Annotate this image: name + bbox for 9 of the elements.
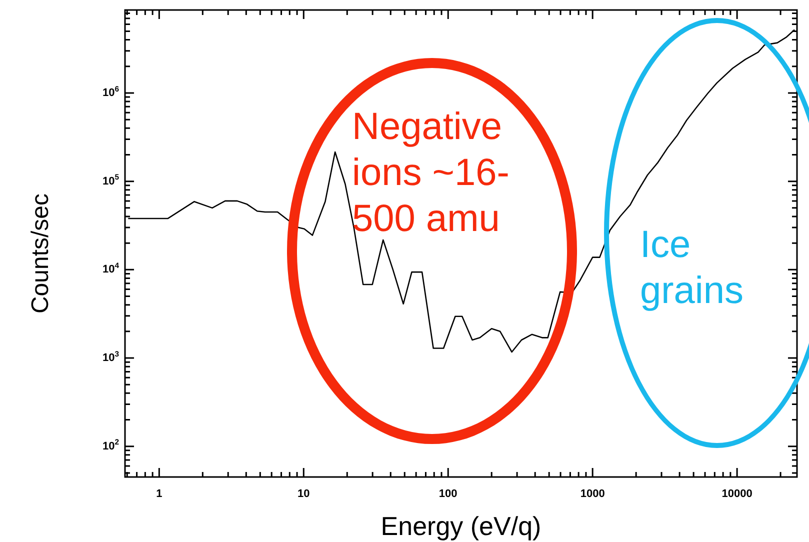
x-tick-label: 1 — [156, 488, 162, 500]
x-tick-label: 10000 — [722, 488, 752, 500]
x-tick-label: 1000 — [580, 488, 605, 500]
y-axis-title: Counts/sec — [27, 193, 54, 314]
annotation: Ice grains — [640, 223, 744, 314]
x-tick-label: 100 — [438, 488, 458, 500]
x-tick-label: 10 — [298, 488, 310, 500]
x-axis-title: Energy (eV/q) — [380, 511, 542, 541]
annotation: Negative ions ~16-500 amu — [352, 105, 510, 242]
